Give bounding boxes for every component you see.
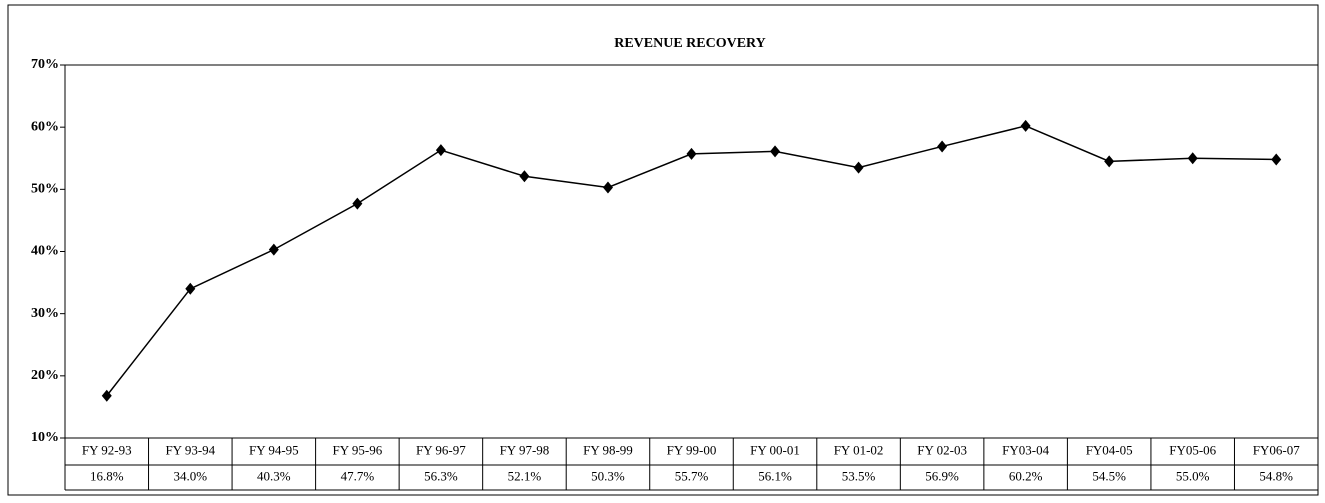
x-tick-label: FY 92-93 (82, 442, 132, 457)
x-tick-label: FY 94-95 (249, 442, 299, 457)
marker (602, 181, 613, 194)
x-tick-label: FY04-05 (1086, 442, 1133, 457)
data-label: 54.5% (1092, 468, 1126, 483)
marker (185, 282, 196, 295)
data-label: 34.0% (174, 468, 208, 483)
chart-border (7, 4, 1319, 496)
x-tick-label: FY 98-99 (583, 442, 633, 457)
plot-border (64, 64, 1319, 439)
data-label: 53.5% (842, 468, 876, 483)
marker (937, 140, 948, 153)
data-label: 60.2% (1009, 468, 1043, 483)
marker (268, 243, 279, 256)
data-label: 50.3% (591, 468, 625, 483)
x-tick-label: FY05-06 (1169, 442, 1216, 457)
marker (1271, 153, 1282, 166)
line (106, 125, 1277, 397)
y-tick-label: 20% (31, 368, 59, 383)
data-label: 54.8% (1259, 468, 1293, 483)
x-tick-label: FY 96-97 (416, 442, 466, 457)
marker (352, 197, 363, 210)
marker (1104, 155, 1115, 168)
x-tick-label: FY 99-00 (667, 442, 717, 457)
chart-title: REVENUE RECOVERY (614, 36, 766, 51)
x-tick-label: FY03-04 (1002, 442, 1049, 457)
marker (435, 144, 446, 157)
data-label: 47.7% (341, 468, 375, 483)
y-tick-label: 50% (31, 182, 59, 197)
x-tick-label: FY 93-94 (165, 442, 215, 457)
data-label: 55.7% (675, 468, 709, 483)
data-label: 56.9% (925, 468, 959, 483)
y-tick-label: 30% (31, 306, 59, 321)
x-tick-label: FY06-07 (1253, 442, 1300, 457)
data-label: 56.3% (424, 468, 458, 483)
marker (686, 147, 697, 160)
x-tick-label: FY 95-96 (333, 442, 383, 457)
data-label: 52.1% (508, 468, 542, 483)
x-tick-label: FY 02-03 (917, 442, 967, 457)
y-tick-label: 70% (31, 57, 59, 72)
y-tick-label: 40% (31, 244, 59, 259)
marker (1187, 152, 1198, 165)
x-tick-label: FY 97-98 (500, 442, 550, 457)
marker (519, 170, 530, 183)
marker (853, 161, 864, 174)
data-label: 56.1% (758, 468, 792, 483)
data-label: 40.3% (257, 468, 291, 483)
marker (1020, 119, 1031, 132)
x-tick-label: FY 00-01 (750, 442, 800, 457)
y-tick-label: 10% (31, 430, 59, 445)
marker (770, 145, 781, 158)
x-tick-label: FY 01-02 (834, 442, 884, 457)
y-tick-label: 60% (31, 119, 59, 134)
marker (101, 389, 112, 402)
data-label: 16.8% (90, 468, 124, 483)
data-label: 55.0% (1176, 468, 1210, 483)
